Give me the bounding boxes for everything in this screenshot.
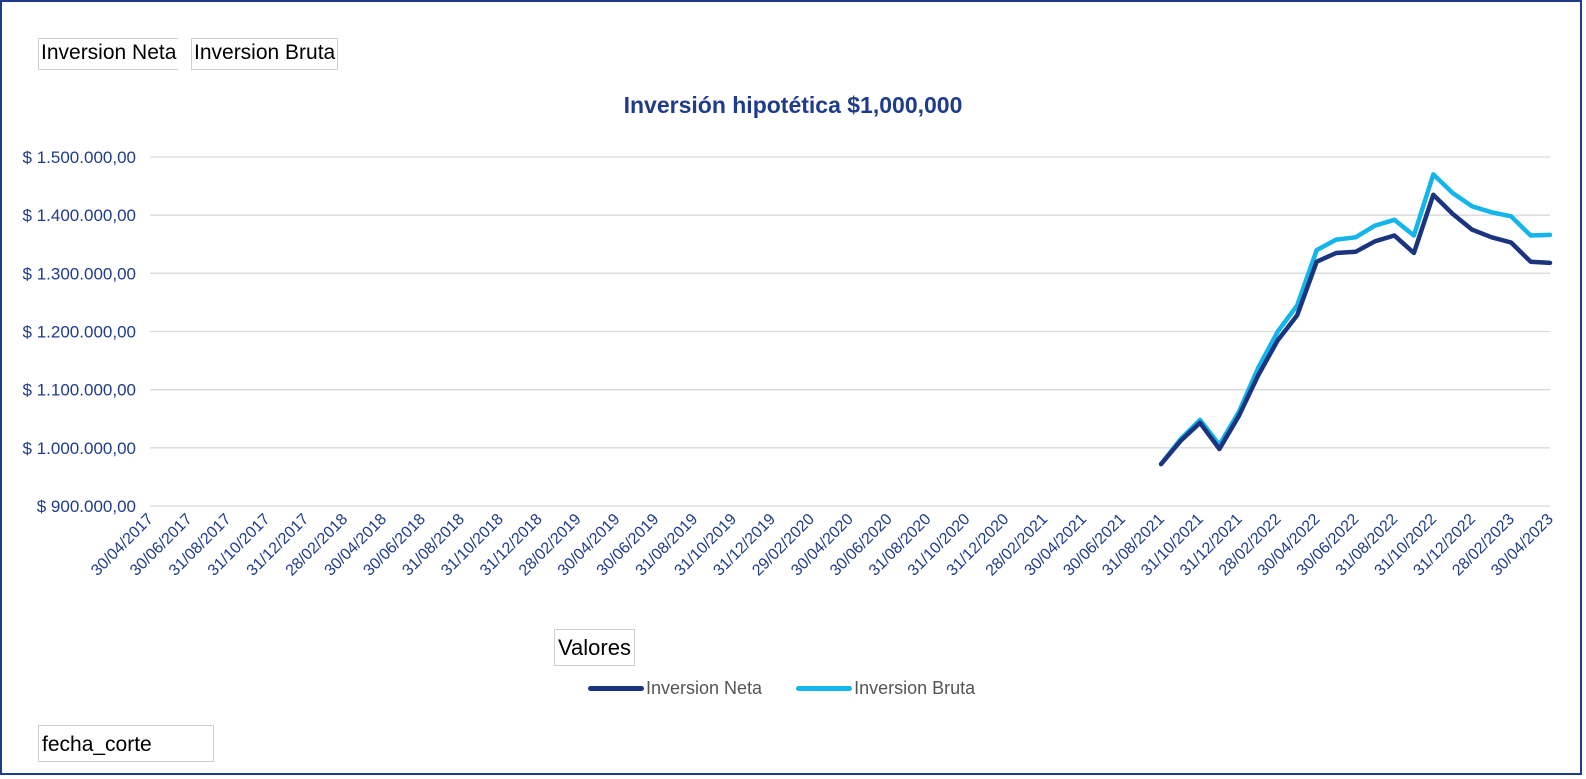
gridlines xyxy=(150,156,1550,507)
y-tick-label: $ 1.400.000,00 xyxy=(23,206,136,225)
series-line-neta[interactable] xyxy=(1158,192,1553,467)
legend-label-neta: Inversion Neta xyxy=(646,677,763,698)
axis-field-button-fecha-corte[interactable]: fecha_corte xyxy=(38,725,214,762)
y-tick-label: $ 1.200.000,00 xyxy=(23,323,136,342)
series-lines xyxy=(1158,172,1553,467)
field-button-inversion-bruta[interactable]: Inversion Bruta xyxy=(191,38,339,70)
legend-line-bruta xyxy=(796,685,853,691)
y-axis: $ 900.000,00 $ 1.000.000,00 $ 1.100.000,00… xyxy=(23,148,136,516)
y-tick-label: $ 1.000.000,00 xyxy=(23,439,136,458)
values-field-button[interactable]: Valores xyxy=(554,629,635,666)
legend-item-bruta[interactable]: Inversion Bruta xyxy=(796,678,975,699)
legend: Inversion Neta Inversion Bruta xyxy=(588,677,1009,699)
x-axis: 30/04/201730/06/201731/08/201731/10/2017… xyxy=(88,511,1557,580)
chart-title: Inversión hipotética $1,000,000 xyxy=(623,92,963,118)
y-tick-label: $ 1.500.000,00 xyxy=(23,148,136,167)
field-button-inversion-neta[interactable]: Inversion Neta xyxy=(38,38,179,70)
legend-label-bruta: Inversion Bruta xyxy=(854,677,976,698)
legend-line-neta xyxy=(588,685,644,691)
y-tick-label: $ 1.100.000,00 xyxy=(23,381,136,400)
series-line-bruta[interactable] xyxy=(1158,172,1553,467)
legend-item-neta[interactable]: Inversion Neta xyxy=(588,678,762,699)
y-tick-label: $ 900.000,00 xyxy=(37,497,136,516)
y-tick-label: $ 1.300.000,00 xyxy=(23,264,136,283)
